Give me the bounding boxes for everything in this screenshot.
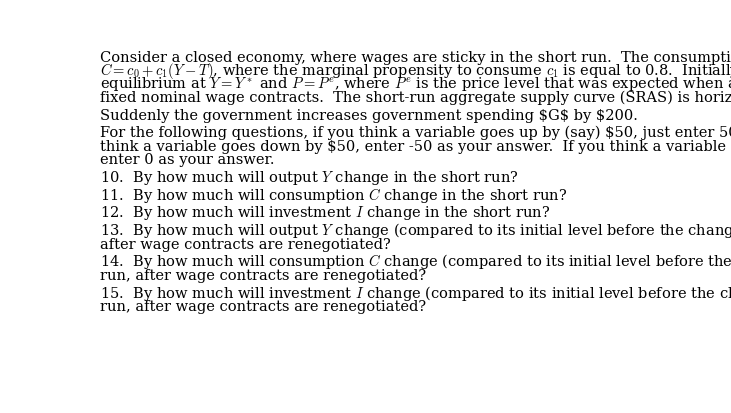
Text: enter 0 as your answer.: enter 0 as your answer.: [100, 153, 274, 167]
Text: run, after wage contracts are renegotiated?: run, after wage contracts are renegotiat…: [100, 269, 426, 283]
Text: 10.  By how much will output $Y$ change in the short run?: 10. By how much will output $Y$ change i…: [100, 169, 518, 187]
Text: equilibrium at $Y = Y^*$ and $P = P^e$, where $P^e$ is the price level that was : equilibrium at $Y = Y^*$ and $P = P^e$, …: [100, 75, 731, 93]
Text: $C = c_0 + c_1(Y - T)$, where the marginal propensity to consume $c_1$ is equal : $C = c_0 + c_1(Y - T)$, where the margin…: [100, 61, 731, 81]
Text: 14.  By how much will consumption $C$ change (compared to its initial level befo: 14. By how much will consumption $C$ cha…: [100, 252, 731, 271]
Text: Consider a closed economy, where wages are sticky in the short run.  The consump: Consider a closed economy, where wages a…: [100, 51, 731, 65]
Text: after wage contracts are renegotiated?: after wage contracts are renegotiated?: [100, 237, 390, 252]
Text: think a variable goes down by $50, enter -50 as your answer.  If you think a var: think a variable goes down by $50, enter…: [100, 140, 731, 154]
Text: 13.  By how much will output $Y$ change (compared to its initial level before th: 13. By how much will output $Y$ change (…: [100, 221, 731, 240]
Text: For the following questions, if you think a variable goes up by (say) $50, just : For the following questions, if you thin…: [100, 126, 731, 140]
Text: 15.  By how much will investment $I$ change (compared to its initial level befor: 15. By how much will investment $I$ chan…: [100, 284, 731, 303]
Text: run, after wage contracts are renegotiated?: run, after wage contracts are renegotiat…: [100, 300, 426, 314]
Text: 11.  By how much will consumption $C$ change in the short run?: 11. By how much will consumption $C$ cha…: [100, 186, 567, 205]
Text: 12.  By how much will investment $I$ change in the short run?: 12. By how much will investment $I$ chan…: [100, 204, 550, 223]
Text: fixed nominal wage contracts.  The short-run aggregate supply curve (SRAS) is ho: fixed nominal wage contracts. The short-…: [100, 90, 731, 105]
Text: Suddenly the government increases government spending $G$ by $200.: Suddenly the government increases govern…: [100, 109, 637, 123]
